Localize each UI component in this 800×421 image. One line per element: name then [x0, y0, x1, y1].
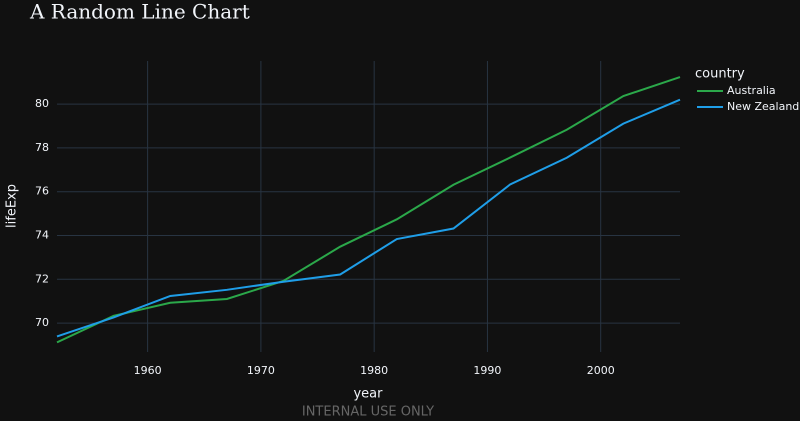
- x-tick-label: 1990: [473, 364, 501, 377]
- line-series: [56, 76, 681, 344]
- y-tick-label: 76: [35, 185, 49, 198]
- chart-title: A Random Line Chart: [29, 0, 250, 24]
- x-tick-label: 1980: [360, 364, 388, 377]
- y-axis-title: lifeExp: [5, 184, 20, 228]
- x-tick-label: 2000: [587, 364, 615, 377]
- y-tick-label: 72: [35, 272, 49, 285]
- line-series: [56, 98, 681, 338]
- annotation: INTERNAL USE ONLY: [302, 405, 434, 420]
- legend-title: country: [695, 67, 745, 82]
- x-tick-label: 1970: [247, 364, 275, 377]
- x-axis-title: year: [353, 387, 383, 402]
- x-tick-label: 1960: [134, 364, 162, 377]
- legend-label[interactable]: New Zealand: [727, 100, 799, 113]
- legend-label[interactable]: Australia: [727, 84, 776, 97]
- y-tick-label: 78: [35, 141, 49, 154]
- y-tick-label: 74: [35, 229, 49, 242]
- y-tick-label: 70: [35, 316, 49, 329]
- y-tick-label: 80: [35, 97, 49, 110]
